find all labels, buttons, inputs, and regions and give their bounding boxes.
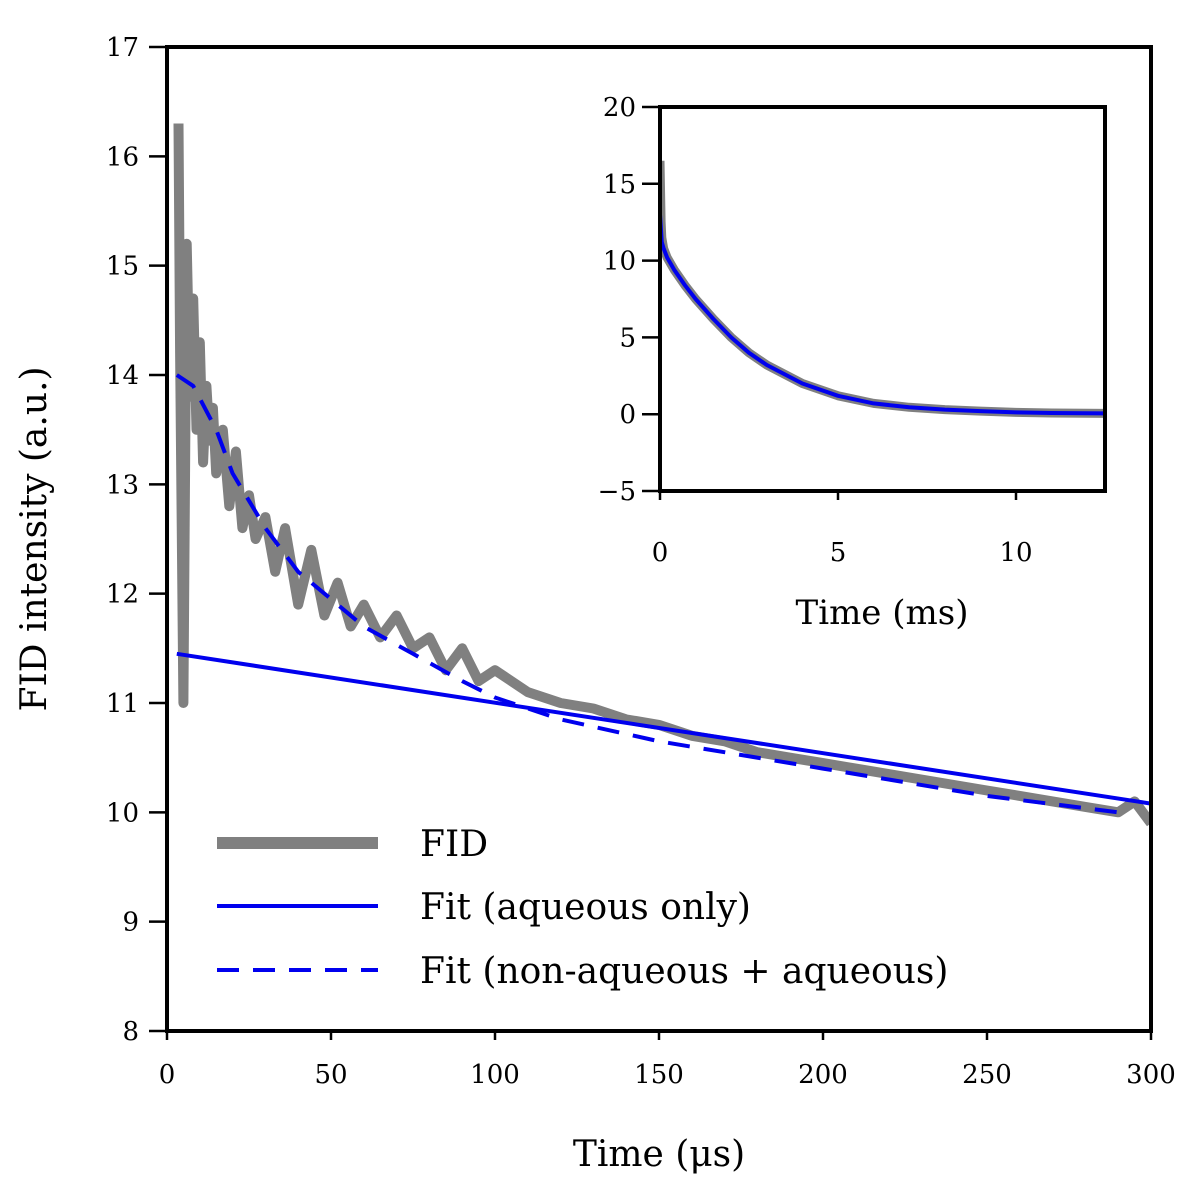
main-y-tick-label: 15 (106, 252, 139, 282)
inset-y-tick-label: 15 (603, 170, 636, 200)
main-y-tick-label: 13 (106, 470, 139, 500)
main-x-tick-label: 250 (962, 1060, 1012, 1090)
main-y-tick-label: 11 (106, 689, 139, 719)
main-x-ticks: 0 50 100 150 200 250 300 (159, 1031, 1176, 1090)
main-series-line-2 (175, 373, 1119, 815)
main-x-axis-label: Time (μs) (573, 1134, 745, 1175)
main-y-tick-label: 10 (106, 798, 139, 828)
main-x-tick-label: 100 (470, 1060, 520, 1090)
main-y-tick-label: 9 (122, 908, 139, 938)
main-x-tick-label: 50 (314, 1060, 347, 1090)
inset-x-tick-label: 10 (999, 538, 1032, 568)
main-x-tick-label: 300 (1126, 1060, 1176, 1090)
inset-y-tick-label: 5 (619, 323, 636, 353)
inset-y-tick-label: 10 (603, 247, 636, 277)
main-y-axis-label: FID intensity (a.u.) (14, 366, 55, 711)
main-y-tick-label: 16 (106, 142, 139, 172)
legend-label-fit-aqueous: Fit (aqueous only) (420, 887, 751, 928)
legend: FID Fit (aqueous only) Fit (non-aqueous … (217, 824, 948, 992)
inset-plot-frame (658, 105, 1107, 493)
inset-y-tick-label: 20 (603, 93, 636, 123)
inset-background (660, 107, 1105, 491)
main-y-tick-label: 17 (106, 33, 139, 63)
legend-label-fid: FID (420, 824, 488, 865)
inset-y-ticks: −5 0 5 10 15 20 (598, 93, 660, 507)
main-series-line-1 (176, 651, 1151, 806)
inset-plot: 0 5 10 −5 0 5 10 15 20 Time (ms) (598, 93, 1107, 633)
inset-series-group (660, 160, 1105, 418)
inset-x-tick-label: 5 (830, 538, 847, 568)
main-y-tick-label: 12 (106, 580, 139, 610)
inset-y-tick-label: 0 (619, 400, 636, 430)
inset-series-line-1 (660, 214, 1105, 416)
main-series-group (173, 123, 1151, 827)
main-y-tick-label: 8 (122, 1017, 139, 1047)
inset-x-axis-label: Time (ms) (796, 593, 969, 633)
main-y-tick-label: 14 (106, 361, 139, 391)
legend-label-fit-combined: Fit (non-aqueous + aqueous) (420, 951, 948, 992)
main-y-ticks: 8 9 10 11 12 13 14 15 16 17 (106, 33, 167, 1047)
main-x-tick-label: 150 (634, 1060, 684, 1090)
inset-x-ticks: 0 5 10 (652, 491, 1033, 568)
inset-x-tick-label: 0 (652, 538, 669, 568)
main-x-tick-label: 200 (798, 1060, 848, 1090)
inset-y-tick-label: −5 (598, 477, 636, 507)
main-x-tick-label: 0 (159, 1060, 176, 1090)
